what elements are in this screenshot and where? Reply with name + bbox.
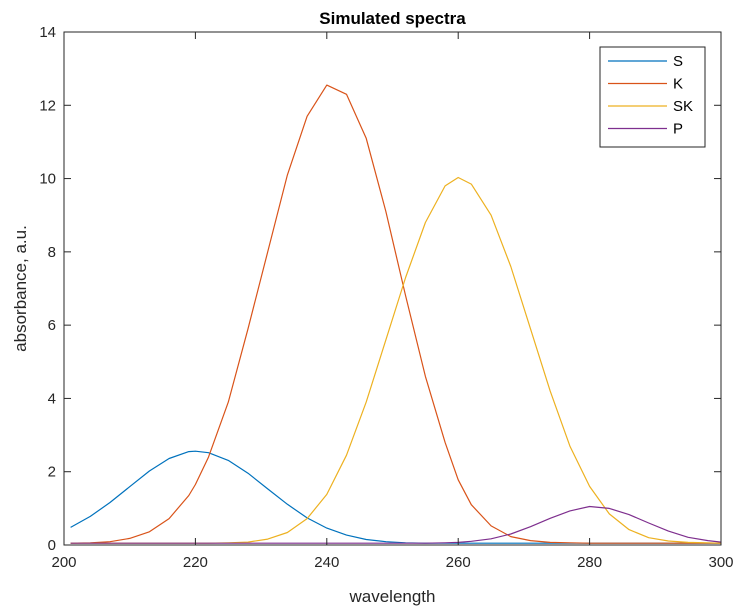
chart-title: Simulated spectra (319, 9, 466, 28)
y-tick-label: 0 (48, 537, 56, 554)
legend-label: P (673, 121, 683, 138)
legend: SK SK P (599, 46, 706, 148)
y-tick-label: 4 (48, 390, 56, 407)
x-tick-label: 260 (446, 554, 471, 571)
series-layer (70, 84, 722, 544)
x-tick-label: 200 (51, 554, 76, 571)
y-tick-label: 8 (48, 244, 56, 261)
y-axis-title: absorbance, a.u. (11, 225, 30, 352)
legend-label: SK (673, 98, 693, 115)
y-axis: 0 2 4 6 8 10 12 14 (39, 24, 721, 554)
x-tick-label: 300 (708, 554, 733, 571)
legend-label: K (673, 76, 683, 93)
x-axis: 200 220 240 260 280 300 (51, 32, 734, 571)
x-tick-label: 220 (183, 554, 208, 571)
y-tick-label: 10 (39, 171, 56, 188)
y-tick-label: 2 (48, 464, 56, 481)
y-tick-label: 6 (48, 317, 56, 334)
x-tick-label: 280 (577, 554, 602, 571)
series-line-k (70, 84, 721, 544)
series-line-p (70, 505, 722, 544)
legend-box (599, 46, 706, 148)
x-tick-label: 240 (314, 554, 339, 571)
y-tick-label: 14 (39, 24, 56, 41)
legend-label: S (673, 53, 683, 70)
y-tick-label: 12 (39, 97, 56, 114)
x-axis-title: wavelength (348, 587, 435, 606)
